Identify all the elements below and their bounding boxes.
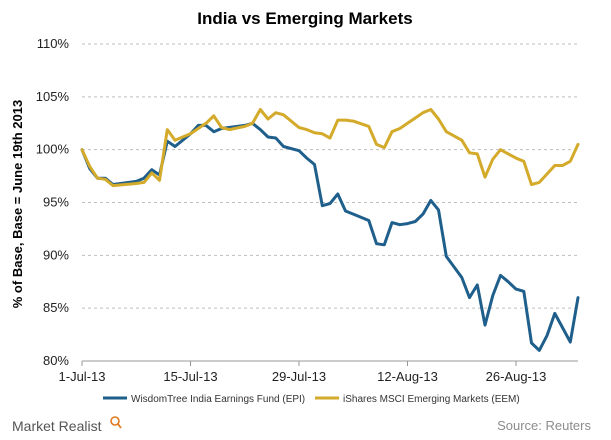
y-axis-label: % of Base, Base = June 19th 2013 (10, 100, 25, 308)
x-axis-ticks: 1-Jul-13 15-Jul-13 29-Jul-13 12-Aug-13 26-Au… (59, 361, 547, 384)
series-line-epi (80, 121, 580, 352)
y-axis-ticks: 80% 85% 90% 95% 100% 105% 110% (36, 36, 70, 368)
legend-label-1: iShares MSCI Emerging Markets (EEM) (343, 394, 520, 405)
y-tick-label-85: 85% (43, 300, 69, 315)
x-tick-label-0: 1-Jul-13 (59, 369, 106, 384)
series-lines (80, 108, 580, 352)
y-tick-label-100: 100% (36, 142, 70, 157)
x-tick-label-2: 29-Jul-13 (272, 369, 326, 384)
source-note: Source: Reuters (497, 418, 591, 433)
magnifier-icon (110, 416, 122, 429)
market-realist-logo: Market Realist (12, 416, 122, 434)
y-tick-label-90: 90% (43, 247, 69, 262)
logo-text: Market Realist (12, 418, 102, 434)
x-tick-label-1: 15-Jul-13 (163, 369, 217, 384)
legend: WisdomTree India Earnings Fund (EPI) iSha… (103, 394, 520, 405)
x-tick-label-3: 12-Aug-13 (377, 369, 438, 384)
y-tick-label-95: 95% (43, 195, 69, 210)
x-tick-label-4: 26-Aug-13 (486, 369, 547, 384)
y-tick-label-110: 110% (37, 36, 70, 51)
y-tick-label-105: 105% (36, 89, 70, 104)
series-line-eem (80, 108, 580, 188)
legend-label-0: WisdomTree India Earnings Fund (EPI) (131, 394, 305, 405)
chart-title: India vs Emerging Markets (197, 9, 412, 28)
y-tick-label-80: 80% (43, 353, 69, 368)
